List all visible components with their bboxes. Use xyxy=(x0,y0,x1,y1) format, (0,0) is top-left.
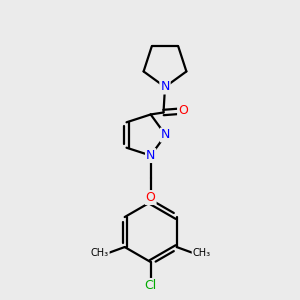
Text: N: N xyxy=(161,128,170,142)
Text: Cl: Cl xyxy=(145,279,157,292)
Text: O: O xyxy=(146,191,156,204)
Text: N: N xyxy=(146,149,155,162)
Text: N: N xyxy=(160,80,170,94)
Text: CH₃: CH₃ xyxy=(91,248,109,258)
Text: CH₃: CH₃ xyxy=(193,248,211,258)
Text: O: O xyxy=(178,104,188,118)
